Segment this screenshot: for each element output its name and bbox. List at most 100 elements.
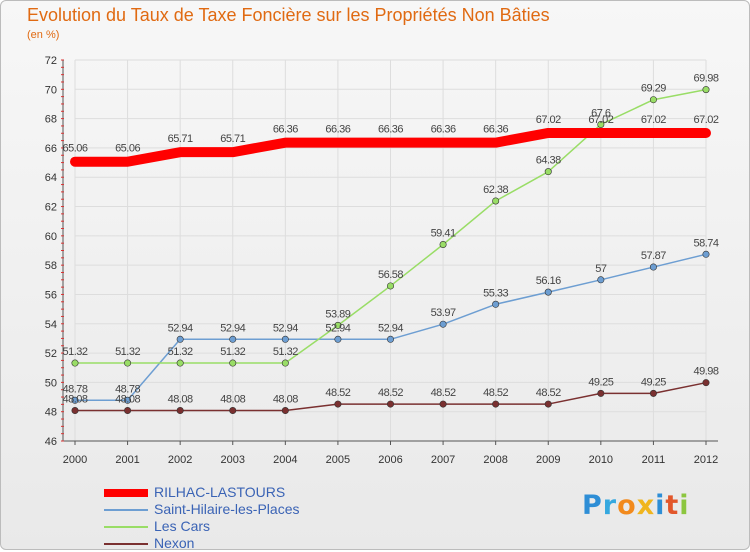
series-point-1	[229, 335, 237, 343]
series-point-2	[702, 86, 710, 94]
logo-letter: t	[665, 490, 680, 521]
series-point-2	[334, 321, 342, 329]
series-point-2	[386, 282, 394, 290]
x-tick-label: 2006	[378, 454, 402, 466]
series-point-3	[702, 379, 710, 387]
logo-letter: o	[617, 490, 637, 521]
series-point-1	[492, 300, 500, 308]
series-point-3	[281, 407, 289, 415]
data-label-0: 65.06	[115, 143, 140, 155]
series-point-1	[386, 335, 394, 343]
data-label-1: 52.94	[325, 322, 350, 334]
data-label-0: 67.02	[588, 114, 613, 126]
data-label-0: 65.71	[220, 133, 245, 145]
y-tick-label: 50	[45, 377, 57, 389]
x-tick-label: 2004	[273, 454, 297, 466]
data-label-0: 67.02	[641, 114, 666, 126]
series-point-3	[439, 400, 447, 408]
x-tick-label: 2009	[536, 454, 560, 466]
data-label-1: 52.94	[168, 322, 193, 334]
data-label-1: 52.94	[378, 322, 403, 334]
chart-title: Evolution du Taux de Taxe Foncière sur l…	[27, 5, 550, 25]
data-label-0: 67.02	[693, 114, 718, 126]
proxiti-logo: Proxiti	[582, 490, 690, 521]
series-point-3	[492, 400, 500, 408]
series-point-3	[229, 407, 237, 415]
data-label-1: 57	[595, 263, 607, 275]
logo-letter: i	[679, 490, 690, 521]
logo-letter: r	[602, 490, 618, 521]
data-label-3: 48.52	[378, 387, 403, 399]
data-label-1: 48.78	[62, 383, 87, 395]
x-tick-label: 2010	[589, 454, 613, 466]
y-tick-label: 70	[45, 84, 57, 96]
x-tick-label: 2012	[694, 454, 718, 466]
data-label-3: 48.52	[536, 387, 561, 399]
series-point-2	[649, 96, 657, 104]
series-point-3	[386, 400, 394, 408]
series-point-1	[281, 335, 289, 343]
data-label-2: 67.6	[591, 107, 611, 119]
data-label-2: 62.38	[483, 184, 508, 196]
logo-letter: x	[636, 490, 656, 521]
y-tick-label: 52	[45, 348, 57, 360]
data-label-0: 66.36	[378, 124, 403, 136]
series-point-2	[544, 168, 552, 176]
y-tick-label: 64	[45, 172, 57, 184]
data-label-0: 66.36	[431, 124, 456, 136]
logo-letter: P	[582, 490, 603, 521]
data-label-1: 48.78	[115, 383, 140, 395]
series-point-2	[492, 197, 500, 205]
series-point-1	[649, 263, 657, 271]
data-label-3: 48.52	[431, 387, 456, 399]
legend-label-saint-hilaire: Saint-Hilaire-les-Places	[154, 501, 300, 517]
series-point-2	[71, 359, 79, 367]
data-label-2: 69.29	[641, 83, 666, 95]
x-tick-label: 2001	[115, 454, 139, 466]
y-tick-label: 54	[45, 319, 57, 331]
series-point-2	[229, 359, 237, 367]
x-tick-label: 2011	[642, 454, 666, 466]
data-label-1: 58.74	[693, 237, 718, 249]
series-point-3	[544, 400, 552, 408]
data-label-2: 51.32	[115, 346, 140, 358]
x-tick-label: 2005	[326, 454, 350, 466]
x-tick-label: 2002	[168, 454, 192, 466]
legend-swatch-saint-hilaire	[104, 509, 148, 511]
logo-letter: i	[655, 490, 666, 521]
chart-subtitle: (en %)	[27, 29, 60, 41]
y-tick-label: 66	[45, 143, 57, 155]
legend-label-les-cars: Les Cars	[154, 518, 211, 534]
legend-swatch-rilhac	[104, 489, 148, 497]
data-label-0: 66.36	[483, 124, 508, 136]
data-label-0: 66.36	[273, 124, 298, 136]
series-point-1	[176, 335, 184, 343]
series-point-1	[124, 396, 132, 404]
series-point-3	[176, 407, 184, 415]
y-tick-label: 48	[45, 407, 57, 419]
series-line-0	[70, 127, 711, 167]
series-point-3	[649, 389, 657, 397]
data-label-3: 48.08	[62, 394, 87, 406]
series-point-3	[334, 400, 342, 408]
x-tick-label: 2000	[63, 454, 87, 466]
data-label-1: 56.16	[536, 275, 561, 287]
y-tick-label: 58	[45, 260, 57, 272]
data-label-0: 66.36	[325, 124, 350, 136]
x-tick-label: 2003	[221, 454, 245, 466]
data-label-1: 53.97	[431, 307, 456, 319]
data-label-1: 52.94	[220, 322, 245, 334]
y-tick-label: 72	[45, 55, 57, 67]
y-tick-label: 56	[45, 289, 57, 301]
data-label-3: 49.98	[693, 366, 718, 378]
series-point-1	[71, 396, 79, 404]
data-label-2: 51.32	[220, 346, 245, 358]
data-label-2: 69.98	[693, 73, 718, 85]
data-label-2: 51.32	[168, 346, 193, 358]
series-point-1	[439, 320, 447, 328]
data-label-3: 48.08	[168, 394, 193, 406]
series-point-2	[281, 359, 289, 367]
data-label-1: 57.87	[641, 250, 666, 262]
legend-swatch-nexon	[104, 543, 148, 545]
